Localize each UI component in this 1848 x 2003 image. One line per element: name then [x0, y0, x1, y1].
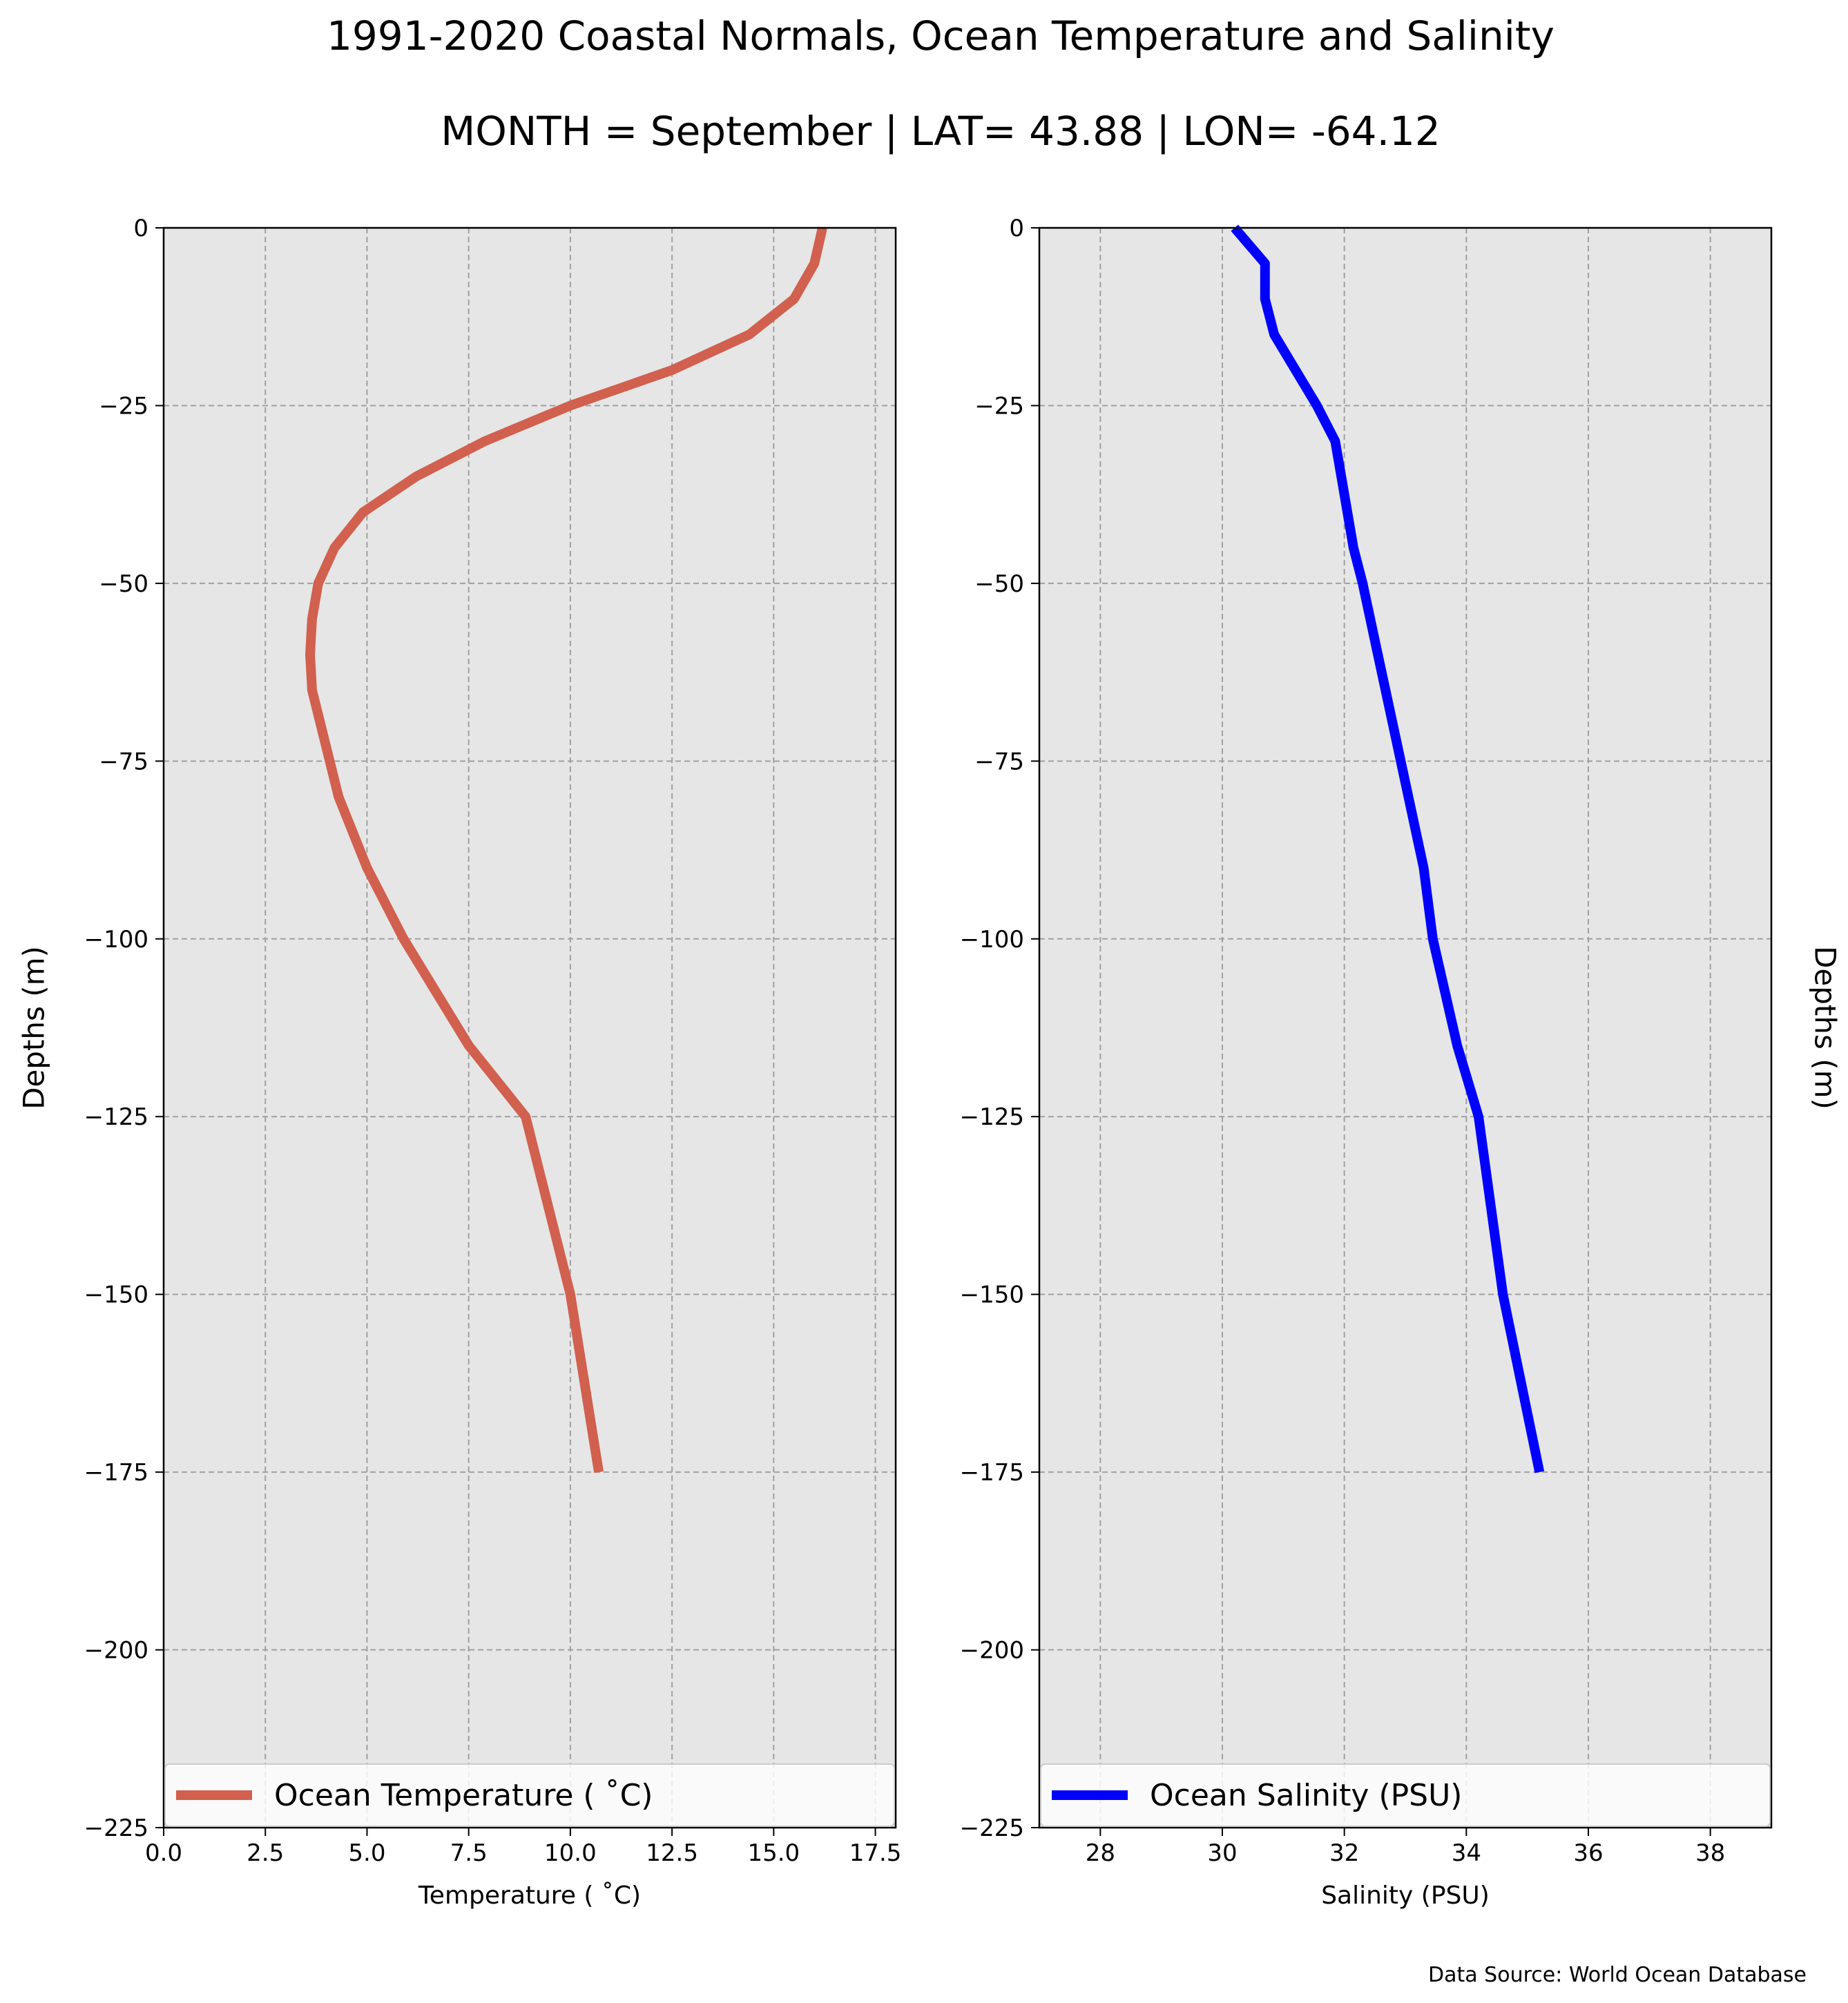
plot-area	[1039, 228, 1771, 1828]
y-tick-label: −125	[960, 1103, 1024, 1131]
y-tick-label: −50	[99, 570, 148, 598]
x-tick-label: 0.0	[145, 1839, 182, 1867]
y-tick-label: −175	[84, 1459, 148, 1487]
x-tick-label: 2.5	[247, 1839, 284, 1867]
x-axis-label: Salinity (PSU)	[1321, 1881, 1490, 1910]
y-axis-label: Depths (m)	[17, 946, 51, 1110]
x-tick-label: 17.5	[849, 1839, 902, 1867]
figure-title: 1991-2020 Coastal Normals, Ocean Tempera…	[327, 12, 1555, 59]
series-line	[305, 226, 827, 1473]
y-tick-label: −225	[960, 1815, 1024, 1842]
y-tick-label: −225	[84, 1815, 148, 1842]
plot-area	[164, 228, 896, 1828]
salinity-panel: 28 30 32 34 36 38 0 −25 −50 −75 −100 −125 −150 −175 −2…	[960, 215, 1842, 1910]
series-line	[1231, 224, 1545, 1473]
temperature-panel: 0.0 2.5 5.0 7.5 10.0 12.5 15.0 17.5 0 −25 −50 −75 −1…	[17, 215, 902, 1910]
x-tick-label: 38	[1695, 1839, 1725, 1867]
source-note: Data Source: World Ocean Database	[1428, 1963, 1807, 1987]
y-tick-label: −150	[960, 1281, 1024, 1309]
x-tick-label: 30	[1207, 1839, 1237, 1867]
legend-box	[164, 1763, 895, 1827]
x-tick-label: 5.0	[348, 1839, 385, 1867]
y-tick-label: 0	[133, 215, 148, 242]
x-tick-label: 34	[1452, 1839, 1481, 1867]
y-tick-label: −200	[960, 1637, 1024, 1665]
y-tick-label: −125	[84, 1103, 148, 1131]
y-tick-label: −175	[960, 1459, 1024, 1487]
y-axis-label: Depths (m)	[1809, 946, 1842, 1110]
y-tick-label: −25	[99, 392, 148, 420]
legend: Ocean Temperature ( ˚C)	[164, 1763, 895, 1827]
x-tick-label: 28	[1086, 1839, 1115, 1867]
y-tick-label: 0	[1009, 215, 1024, 242]
legend: Ocean Salinity (PSU)	[1040, 1763, 1771, 1827]
x-tick-label: 15.0	[747, 1839, 800, 1867]
x-axis-label: Temperature ( ˚C)	[418, 1881, 641, 1910]
y-tick-label: −75	[99, 748, 148, 775]
figure-subtitle: MONTH = September | LAT= 43.88 | LON= -6…	[441, 108, 1441, 155]
legend-box	[1040, 1763, 1771, 1827]
legend-label: Ocean Salinity (PSU)	[1150, 1778, 1462, 1813]
legend-label: Ocean Temperature ( ˚C)	[274, 1778, 653, 1813]
y-tick-label: −100	[84, 926, 148, 954]
y-tick-label: −75	[974, 748, 1024, 775]
x-tick-label: 36	[1573, 1839, 1603, 1867]
x-tick-label: 7.5	[450, 1839, 488, 1867]
y-tick-label: −25	[974, 392, 1024, 420]
x-tick-label: 12.5	[646, 1839, 698, 1867]
axes-frame	[1038, 226, 1773, 1829]
x-tick-label: 10.0	[544, 1839, 597, 1867]
y-tick-label: −100	[960, 926, 1024, 954]
x-tick-label: 32	[1329, 1839, 1359, 1867]
y-tick-label: −200	[84, 1637, 148, 1665]
y-tick-label: −50	[974, 570, 1024, 598]
axes-frame	[162, 226, 897, 1829]
y-tick-label: −150	[84, 1281, 148, 1309]
